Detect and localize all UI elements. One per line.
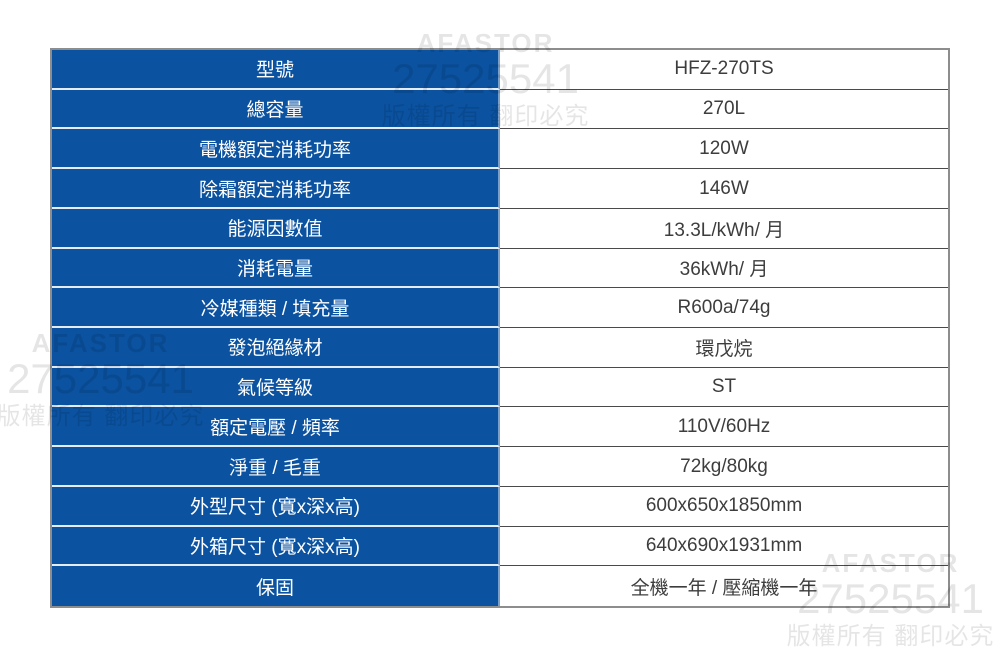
table-row: 型號 HFZ-270TS [52,50,948,90]
spec-label: 氣候等級 [52,367,500,408]
spec-value: 640x690x1931mm [500,526,948,567]
spec-value: R600a/74g [500,288,948,329]
spec-value: 600x650x1850mm [500,486,948,527]
spec-label: 消耗電量 [52,248,500,289]
table-row: 外型尺寸 (寬x深x高) 600x650x1850mm [52,486,948,527]
spec-table: 型號 HFZ-270TS 總容量 270L 電機額定消耗功率 120W 除霜額定… [50,48,950,608]
table-row: 氣候等級 ST [52,367,948,408]
spec-label: 除霜額定消耗功率 [52,169,500,209]
spec-value: ST [500,367,948,408]
spec-value: HFZ-270TS [500,50,948,90]
table-row: 淨重 / 毛重 72kg/80kg [52,447,948,487]
table-row: 總容量 270L [52,89,948,130]
spec-label: 淨重 / 毛重 [52,447,500,487]
table-row: 保固 全機一年 / 壓縮機一年 [52,566,948,607]
table-row: 消耗電量 36kWh/ 月 [52,248,948,289]
watermark-notice-text: 版權所有 翻印必究 [786,623,995,650]
spec-value: 120W [500,129,948,170]
table-row: 外箱尺寸 (寬x深x高) 640x690x1931mm [52,526,948,567]
table-row: 除霜額定消耗功率 146W [52,169,948,209]
spec-value: 270L [500,89,948,130]
spec-value: 環戊烷 [500,328,948,368]
spec-value: 全機一年 / 壓縮機一年 [500,566,948,607]
spec-label: 保固 [52,566,500,607]
spec-value: 72kg/80kg [500,447,948,487]
spec-label: 型號 [52,50,500,90]
spec-value: 146W [500,169,948,209]
spec-label: 總容量 [52,89,500,130]
table-row: 發泡絕緣材 環戊烷 [52,328,948,368]
table-row: 冷媒種類 / 填充量 R600a/74g [52,288,948,329]
spec-label: 發泡絕緣材 [52,328,500,368]
table-row: 電機額定消耗功率 120W [52,129,948,170]
spec-label: 冷媒種類 / 填充量 [52,288,500,329]
spec-label: 外箱尺寸 (寬x深x高) [52,526,500,567]
spec-label: 額定電壓 / 頻率 [52,407,500,448]
spec-value: 36kWh/ 月 [500,248,948,289]
spec-label: 能源因數值 [52,208,500,249]
spec-label: 電機額定消耗功率 [52,129,500,170]
spec-value: 13.3L/kWh/ 月 [500,208,948,249]
table-row: 能源因數值 13.3L/kWh/ 月 [52,208,948,249]
spec-value: 110V/60Hz [500,407,948,448]
table-row: 額定電壓 / 頻率 110V/60Hz [52,407,948,448]
spec-label: 外型尺寸 (寬x深x高) [52,486,500,527]
